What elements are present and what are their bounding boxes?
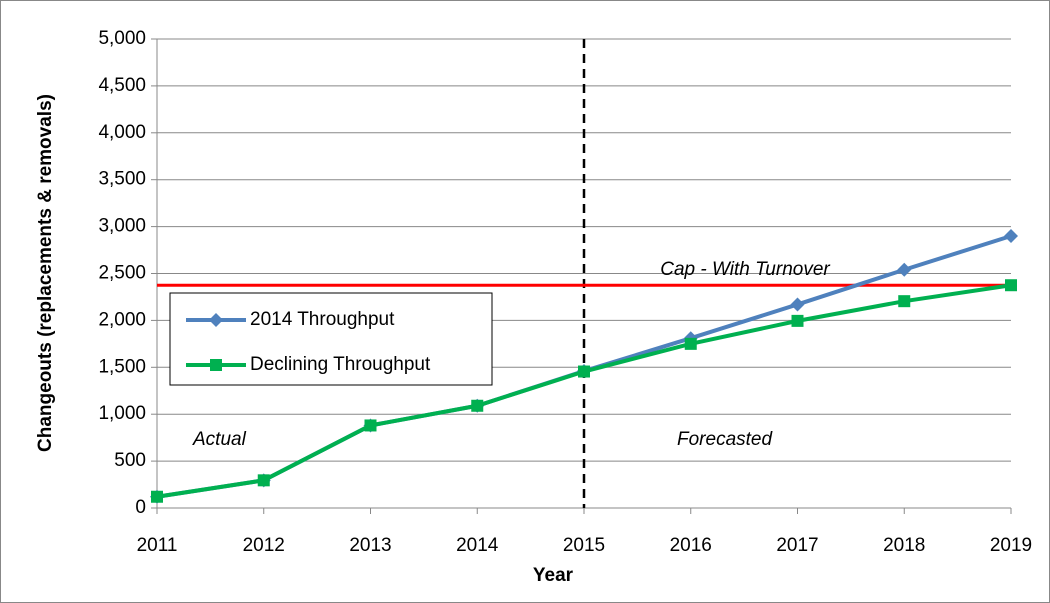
y-tick-label: 4,000 [98, 122, 146, 143]
point [578, 365, 590, 378]
legend-box [169, 292, 493, 386]
point [151, 490, 163, 503]
y-tick-label: 3,500 [98, 169, 146, 190]
x-tick-label: 2012 [243, 535, 285, 556]
y-tick-label: 1,000 [98, 403, 146, 424]
y-tick-label: 2,500 [98, 263, 146, 284]
y-axis-title: Changeouts (replacements & removals) [35, 94, 56, 452]
x-tick-label: 2016 [670, 535, 712, 556]
point [1005, 279, 1017, 292]
point [684, 337, 697, 350]
point [791, 314, 804, 327]
x-axis-title: Year [533, 565, 574, 586]
legend-label: 2014 Throughput [250, 309, 395, 330]
x-tick-label: 2018 [883, 535, 925, 556]
annotation: Forecasted [677, 429, 773, 450]
y-tick-label: 3,000 [98, 216, 146, 237]
point [364, 419, 377, 432]
x-tick-label: 2014 [456, 535, 499, 556]
point [257, 474, 270, 487]
legend-marker [210, 359, 222, 371]
legend-marker [209, 313, 223, 327]
point [898, 295, 911, 308]
x-tick-label: 2013 [349, 535, 391, 556]
annotation: Actual [192, 429, 247, 450]
point [897, 262, 912, 277]
x-tick-label: 2019 [990, 535, 1032, 556]
y-tick-label: 1,500 [98, 356, 146, 377]
y-tick-label: 5,000 [98, 28, 146, 49]
x-tick-label: 2017 [776, 535, 818, 556]
x-tick-label: 2011 [137, 535, 178, 556]
point [790, 297, 805, 312]
point [471, 399, 484, 412]
legend-label: Declining Throughput [250, 354, 431, 375]
y-tick-label: 4,500 [98, 75, 146, 96]
point [1004, 228, 1018, 243]
y-tick-label: 500 [114, 450, 146, 471]
y-tick-label: 2,000 [98, 309, 146, 330]
cap-label: Cap - With Turnover [660, 259, 830, 280]
x-tick-label: 2015 [563, 535, 605, 556]
y-tick-label: 0 [135, 497, 146, 518]
